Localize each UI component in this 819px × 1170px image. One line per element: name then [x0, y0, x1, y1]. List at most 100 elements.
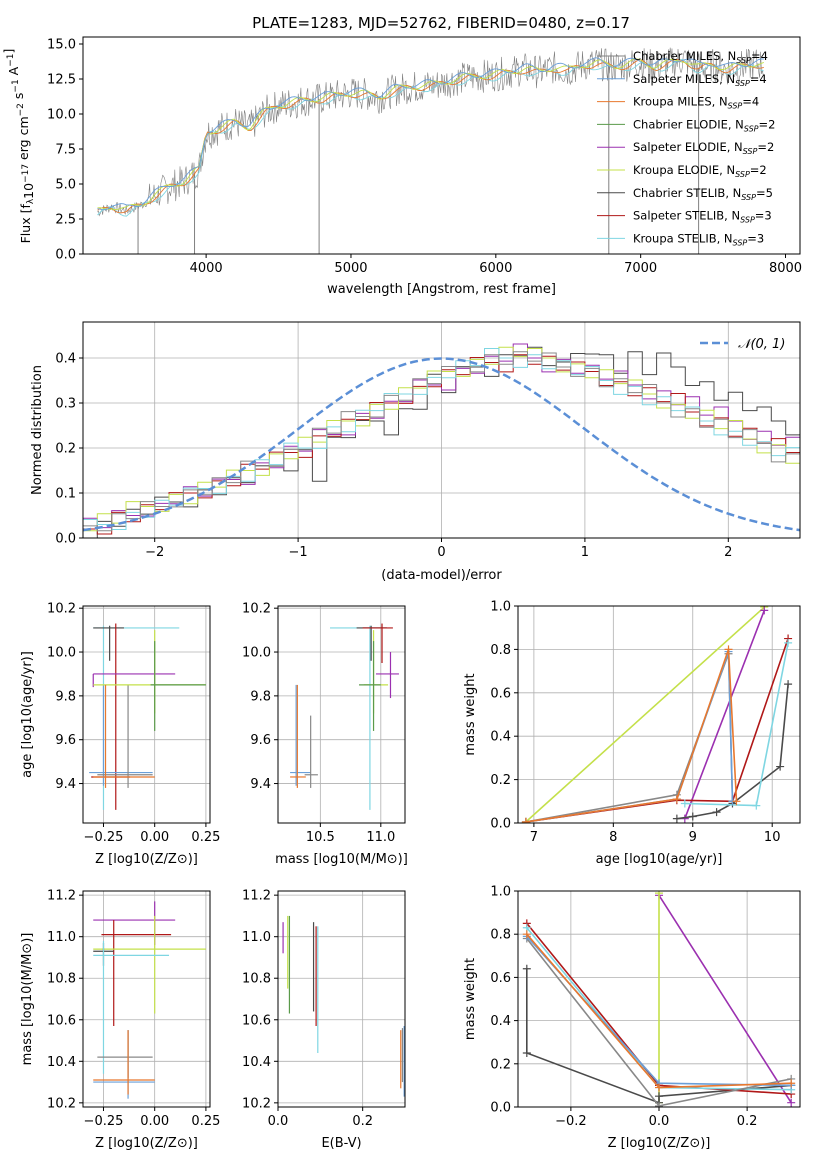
y-tick-label: 0.3: [55, 397, 76, 412]
plot-area: [83, 891, 210, 1107]
y-tick-label: 0.0: [490, 817, 511, 832]
y-tick-label: 0.4: [55, 352, 76, 367]
y-tick-label: 5.0: [55, 178, 76, 193]
weight-marker: [784, 680, 793, 689]
y-tick-label: 10.8: [242, 972, 271, 987]
x-tick-label: −0.2: [555, 1114, 587, 1129]
x-axis-label: age [log10(age/yr)]: [596, 852, 723, 867]
panel-Z_vs_age: −0.25 0.00 0.25 9.4 9.6 9.8 10.0 10.2 Z [log10(Z…: [20, 602, 220, 867]
y-tick-label: 9.6: [55, 733, 76, 748]
y-tick-label: 0.4: [490, 730, 511, 745]
y-tick-label: 11.2: [242, 889, 271, 904]
x-axis-label: Z [log10(Z/Z⊙)]: [95, 1136, 198, 1151]
model-spectrum-line: [97, 58, 764, 214]
weight-series-line: [684, 610, 766, 819]
x-tick-label: −2: [145, 545, 164, 560]
weight-marker: [712, 808, 721, 817]
y-tick-label: 10.2: [242, 602, 271, 617]
y-tick-label: 0.2: [490, 773, 511, 788]
legend-label: Kroupa MILES, NSSP=4: [633, 95, 759, 111]
plot-area: [83, 606, 210, 823]
y-axis-label: mass weight: [463, 958, 478, 1040]
y-tick-label: 11.0: [47, 930, 76, 945]
y-tick-label: 9.8: [55, 689, 76, 704]
axes-frame: [517, 605, 801, 824]
histogram-step-line: [83, 346, 800, 532]
x-tick-label: 0.2: [352, 1114, 373, 1129]
x-tick-label: 0.2: [737, 1114, 758, 1129]
weight-marker: [784, 638, 793, 647]
y-tick-label: 12.5: [47, 73, 76, 88]
x-tick-label: 6000: [479, 261, 512, 276]
panel-Z_vs_weight: −0.2 0.0 0.2 0.0 0.2 0.4 0.6 0.8 1.0 Z [log10(Z/Z…: [463, 885, 801, 1151]
y-tick-label: 9.4: [250, 777, 271, 792]
x-tick-label: 0.25: [191, 1114, 220, 1129]
y-tick-label: 0.2: [55, 442, 76, 457]
weight-marker: [787, 1098, 796, 1107]
y-axis-label: mass [log10(M/M⊙)]: [20, 933, 35, 1066]
weight-marker: [522, 930, 531, 939]
y-tick-label: 10.6: [47, 1013, 76, 1028]
x-tick-label: 0.00: [140, 1114, 169, 1129]
weight-marker: [672, 814, 681, 823]
plot-area: [518, 606, 800, 823]
weight-marker: [522, 1049, 531, 1057]
weight-marker: [752, 801, 761, 810]
y-tick-label: 10.8: [47, 972, 76, 987]
weight-marker: [672, 795, 681, 804]
y-tick-label: 7.5: [55, 143, 76, 158]
x-tick-label: 2: [724, 545, 732, 560]
y-tick-label: 10.2: [47, 602, 76, 617]
y-tick-label: 0.2: [490, 1057, 511, 1072]
weight-marker: [655, 1101, 663, 1107]
x-tick-label: 0.0: [649, 1114, 670, 1129]
axes-frame: [82, 605, 211, 824]
weight-marker: [760, 606, 769, 615]
legend-label: Kroupa STELIB, NSSP=3: [633, 231, 764, 247]
histogram-step-line: [83, 351, 800, 532]
y-tick-label: 15.0: [47, 38, 76, 53]
x-tick-label: 0.25: [191, 830, 220, 845]
y-tick-label: 0.6: [490, 686, 511, 701]
x-tick-label: −1: [289, 545, 308, 560]
legend-label: Chabrier ELODIE, NSSP=2: [633, 117, 775, 133]
legend-label: Salpeter MILES, NSSP=4: [633, 72, 767, 88]
axes-frame: [82, 890, 211, 1108]
y-axis-label: Flux [fλ10−17 erg cm−2 s−1 A−1]: [1, 49, 36, 244]
y-tick-label: 10.4: [47, 1055, 76, 1070]
weight-marker: [776, 762, 785, 771]
x-tick-label: 0.00: [140, 830, 169, 845]
x-axis-label: (data-model)/error: [381, 568, 502, 583]
panel-spectrum: 4000 5000 6000 7000 8000 0.0 2.5 5.0 7.5 10.0 12.5…: [1, 36, 802, 297]
axes-frame: [277, 890, 406, 1108]
weight-marker: [655, 891, 663, 898]
x-tick-label: −0.25: [84, 1114, 124, 1129]
y-tick-label: 1.0: [490, 600, 511, 615]
y-tick-label: 10.0: [47, 108, 76, 123]
x-tick-label: 7000: [624, 261, 657, 276]
panel-mass_vs_age: 10.5 11.0 9.4 9.6 9.8 10.0 10.2 mass [log10(M/M…: [242, 602, 408, 867]
x-axis-label: mass [log10(M/M⊙)]: [275, 852, 408, 867]
x-tick-label: 1: [581, 545, 589, 560]
weight-series-line: [525, 651, 734, 823]
weight-marker: [732, 797, 741, 806]
plot-area: [278, 891, 405, 1107]
x-axis-label: Z [log10(Z/Z⊙)]: [608, 1136, 711, 1151]
y-tick-label: 0.0: [55, 248, 76, 263]
y-tick-label: 9.6: [250, 733, 271, 748]
y-tick-label: 10.2: [47, 1096, 76, 1111]
y-tick-label: 0.0: [490, 1101, 511, 1116]
y-tick-label: 10.6: [242, 1013, 271, 1028]
weight-marker: [522, 964, 531, 973]
y-axis-label: mass weight: [463, 673, 478, 755]
x-axis-label: wavelength [Angstrom, rest frame]: [327, 282, 556, 297]
y-tick-label: 0.0: [55, 532, 76, 547]
weight-series-line: [658, 894, 792, 1104]
weight-series-line: [684, 642, 789, 807]
panel-age_vs_weight: 7 8 9 10 0.0 0.2 0.4 0.6 0.8 1.0 age [log10(age/yr…: [463, 600, 801, 867]
x-tick-label: 8: [609, 830, 617, 845]
x-tick-label: 4000: [190, 261, 223, 276]
y-tick-label: 0.1: [55, 487, 76, 502]
y-tick-label: 10.4: [242, 1055, 271, 1070]
x-tick-label: 10.5: [306, 830, 335, 845]
